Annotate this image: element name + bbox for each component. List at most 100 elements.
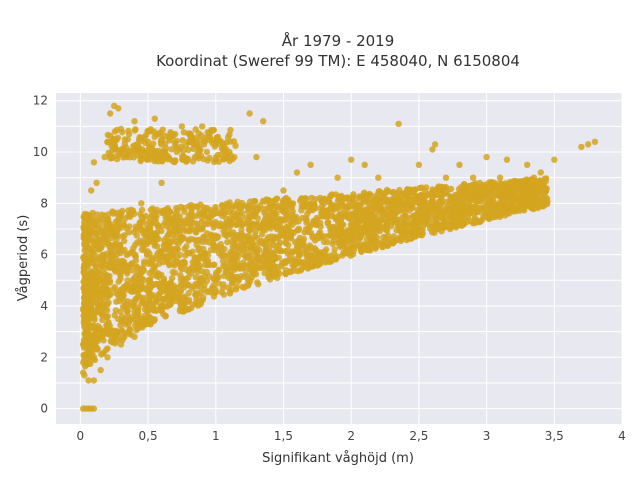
scatter-point <box>372 245 379 252</box>
scatter-point <box>490 187 497 194</box>
scatter-point <box>536 198 543 205</box>
scatter-point <box>355 194 362 201</box>
scatter-point <box>518 197 525 204</box>
scatter-point <box>350 191 357 198</box>
scatter-point <box>215 266 223 273</box>
scatter-point <box>123 266 130 274</box>
scatter-point <box>541 192 548 199</box>
scatter-point <box>265 256 272 263</box>
scatter-point <box>410 188 418 195</box>
scatter-point <box>314 216 321 223</box>
scatter-point <box>203 268 210 276</box>
scatter-point <box>380 211 387 218</box>
scatter-point <box>487 205 495 212</box>
scatter-point <box>475 206 483 213</box>
scatter-point <box>132 283 140 290</box>
scatter-point <box>246 110 253 117</box>
scatter-point <box>320 213 328 220</box>
scatter-point <box>212 272 219 279</box>
scatter-point <box>428 196 436 204</box>
x-tick-label: 1 <box>212 429 220 443</box>
scatter-point <box>375 220 382 228</box>
scatter-point <box>209 235 216 242</box>
scatter-point <box>469 181 476 189</box>
scatter-point <box>456 161 463 168</box>
scatter-point <box>432 222 439 230</box>
scatter-point <box>442 174 450 181</box>
scatter-point <box>192 289 200 296</box>
scatter-point <box>495 201 502 209</box>
scatter-point <box>206 261 214 268</box>
scatter-point <box>496 184 503 192</box>
scatter-point <box>220 262 227 270</box>
scatter-point <box>102 216 110 223</box>
scatter-point <box>194 302 202 309</box>
scatter-point <box>137 157 144 165</box>
scatter-point <box>262 196 270 203</box>
scatter-point <box>388 205 395 213</box>
scatter-point <box>176 307 184 315</box>
scatter-point <box>578 143 585 151</box>
scatter-point <box>84 336 91 343</box>
scatter-point <box>465 191 472 199</box>
scatter-point <box>134 312 142 319</box>
scatter-point <box>162 219 169 226</box>
y-tick-label: 6 <box>40 248 48 262</box>
scatter-point <box>106 152 114 160</box>
scatter-point <box>503 156 511 163</box>
scatter-point <box>224 239 231 246</box>
scatter-point <box>185 236 193 243</box>
scatter-point <box>289 208 296 215</box>
scatter-point <box>319 253 326 260</box>
scatter-point <box>273 223 280 230</box>
scatter-point <box>109 339 116 346</box>
scatter-point <box>236 234 243 241</box>
scatter-point <box>167 130 174 138</box>
scatter-point <box>91 314 98 321</box>
scatter-point <box>194 203 201 210</box>
scatter-point <box>170 282 178 290</box>
scatter-point <box>249 256 256 263</box>
scatter-point <box>88 268 95 276</box>
scatter-point <box>105 292 112 300</box>
scatter-point <box>151 115 158 122</box>
scatter-point <box>232 142 239 149</box>
scatter-point <box>433 202 440 209</box>
scatter-point <box>133 319 140 326</box>
scatter-point <box>97 302 104 310</box>
scatter-point <box>477 198 485 205</box>
scatter-point <box>80 285 87 292</box>
scatter-point <box>131 251 138 258</box>
scatter-point <box>80 357 88 364</box>
scatter-point <box>439 212 447 220</box>
scatter-point <box>330 223 337 231</box>
scatter-point <box>89 282 96 290</box>
scatter-point <box>158 179 165 186</box>
scatter-point <box>166 301 174 309</box>
scatter-point <box>237 204 244 211</box>
scatter-point <box>147 224 154 231</box>
scatter-point <box>469 204 476 211</box>
scatter-point <box>187 132 195 139</box>
scatter-point <box>119 145 126 152</box>
scatter-point <box>227 126 234 134</box>
scatter-point <box>178 123 186 130</box>
scatter-point <box>398 232 405 239</box>
scatter-point <box>121 232 128 239</box>
scatter-point <box>185 296 193 304</box>
scatter-point <box>402 221 409 229</box>
scatter-point <box>370 232 377 240</box>
scatter-point <box>128 267 136 274</box>
scatter-point <box>233 211 240 218</box>
scatter-point <box>117 125 125 133</box>
scatter-point <box>169 237 176 244</box>
x-tick-label: 4 <box>618 429 626 443</box>
scatter-point <box>337 215 345 222</box>
scatter-point <box>185 289 192 297</box>
scatter-point <box>117 243 124 250</box>
scatter-point <box>478 189 485 197</box>
scatter-point <box>385 215 393 223</box>
scatter-point <box>158 307 165 315</box>
y-tick-label: 10 <box>33 145 48 159</box>
x-tick-label: 0,5 <box>139 429 158 443</box>
